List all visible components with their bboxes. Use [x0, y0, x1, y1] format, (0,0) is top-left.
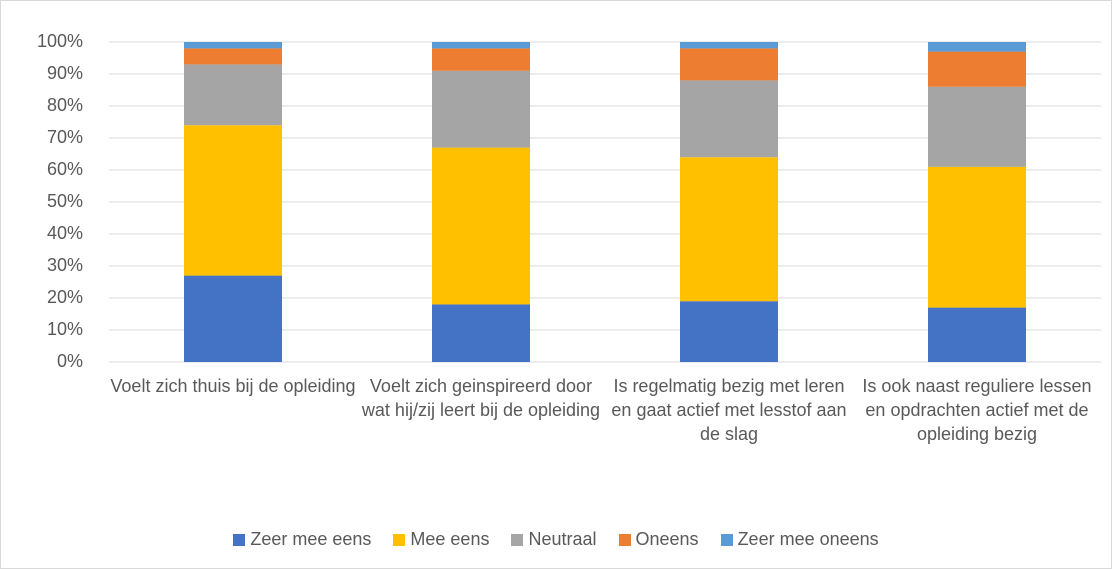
legend-label: Zeer mee oneens [737, 529, 879, 549]
bar-segment [432, 304, 530, 362]
bar-segment [680, 157, 778, 302]
bar-segment [184, 48, 282, 65]
x-tick-label: Is regelmatig bezig met leren en gaat ac… [611, 376, 847, 444]
legend-label: Zeer mee eens [250, 529, 372, 549]
legend-swatch [511, 533, 524, 546]
y-tick-label: 70% [47, 127, 83, 147]
y-tick-label: 30% [47, 255, 83, 275]
bar-segment [184, 42, 282, 49]
legend: Zeer mee eens Mee eens Neutraal Oneens Zeer … [1, 529, 1111, 550]
legend-item: Zeer mee eens [233, 529, 371, 550]
legend-item: Oneens [618, 529, 699, 550]
bar-segment [432, 42, 530, 49]
y-tick-label: 20% [47, 287, 83, 307]
y-tick-label: 40% [47, 223, 83, 243]
bar-segment [928, 307, 1026, 362]
y-tick-label: 100% [37, 31, 83, 51]
legend-swatch [393, 533, 406, 546]
bar-segment [928, 166, 1026, 308]
y-tick-label: 90% [47, 63, 83, 83]
legend-item: Mee eens [393, 529, 489, 550]
bar-segment [184, 64, 282, 126]
bar-segment [432, 70, 530, 148]
y-tick-label: 60% [47, 159, 83, 179]
bar-segment [928, 86, 1026, 167]
y-tick-label: 10% [47, 319, 83, 339]
bar-segment [680, 80, 778, 158]
bar-segment [928, 51, 1026, 87]
x-tick-label: Is ook naast reguliere lessen en opdrach… [862, 376, 1092, 444]
legend-label: Neutraal [528, 529, 597, 549]
legend-label: Mee eens [410, 529, 490, 549]
bar-segment [928, 42, 1026, 52]
bar-segment [680, 42, 778, 49]
bar-segment [184, 275, 282, 362]
legend-swatch [233, 533, 246, 546]
bar-segment [680, 301, 778, 362]
y-tick-label: 80% [47, 95, 83, 115]
legend-swatch [720, 533, 733, 546]
bar-segment [432, 48, 530, 71]
legend-swatch [618, 533, 631, 546]
legend-item: Zeer mee oneens [720, 529, 879, 550]
bar-segment [432, 147, 530, 305]
y-tick-label: 50% [47, 191, 83, 211]
bar-segment [680, 48, 778, 81]
x-tick-label: Voelt zich thuis bij de opleiding [110, 376, 356, 396]
legend-item: Neutraal [511, 529, 597, 550]
bar-segment [184, 125, 282, 276]
legend-label: Oneens [635, 529, 699, 549]
y-tick-label: 0% [57, 351, 83, 371]
x-tick-label: Voelt zich geinspireerd door wat hij/zij… [361, 376, 601, 420]
